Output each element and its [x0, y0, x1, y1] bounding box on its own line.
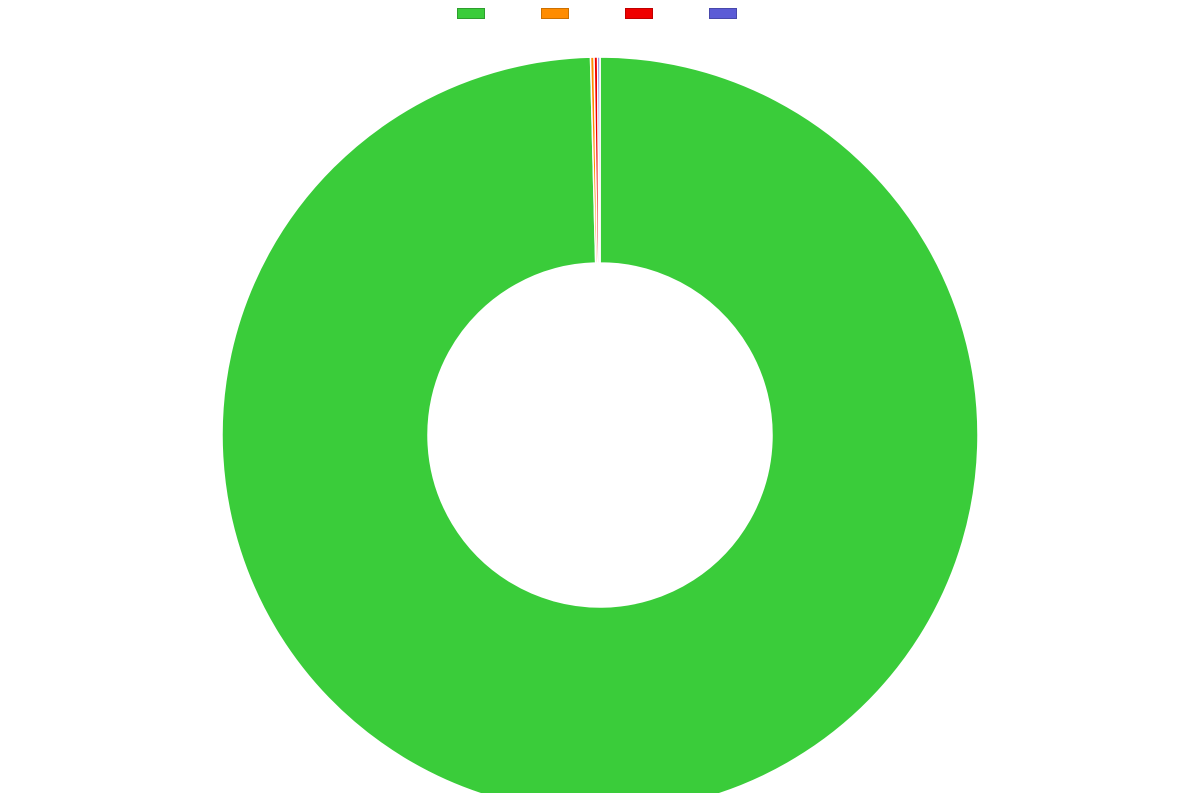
chart-legend: [0, 0, 1200, 23]
legend-swatch-0: [457, 8, 485, 19]
legend-item-3: [709, 8, 743, 19]
legend-swatch-2: [625, 8, 653, 19]
legend-swatch-1: [541, 8, 569, 19]
legend-swatch-3: [709, 8, 737, 19]
donut-svg: [0, 23, 1200, 793]
legend-item-1: [541, 8, 575, 19]
donut-chart: [0, 23, 1200, 793]
legend-item-0: [457, 8, 491, 19]
legend-item-2: [625, 8, 659, 19]
